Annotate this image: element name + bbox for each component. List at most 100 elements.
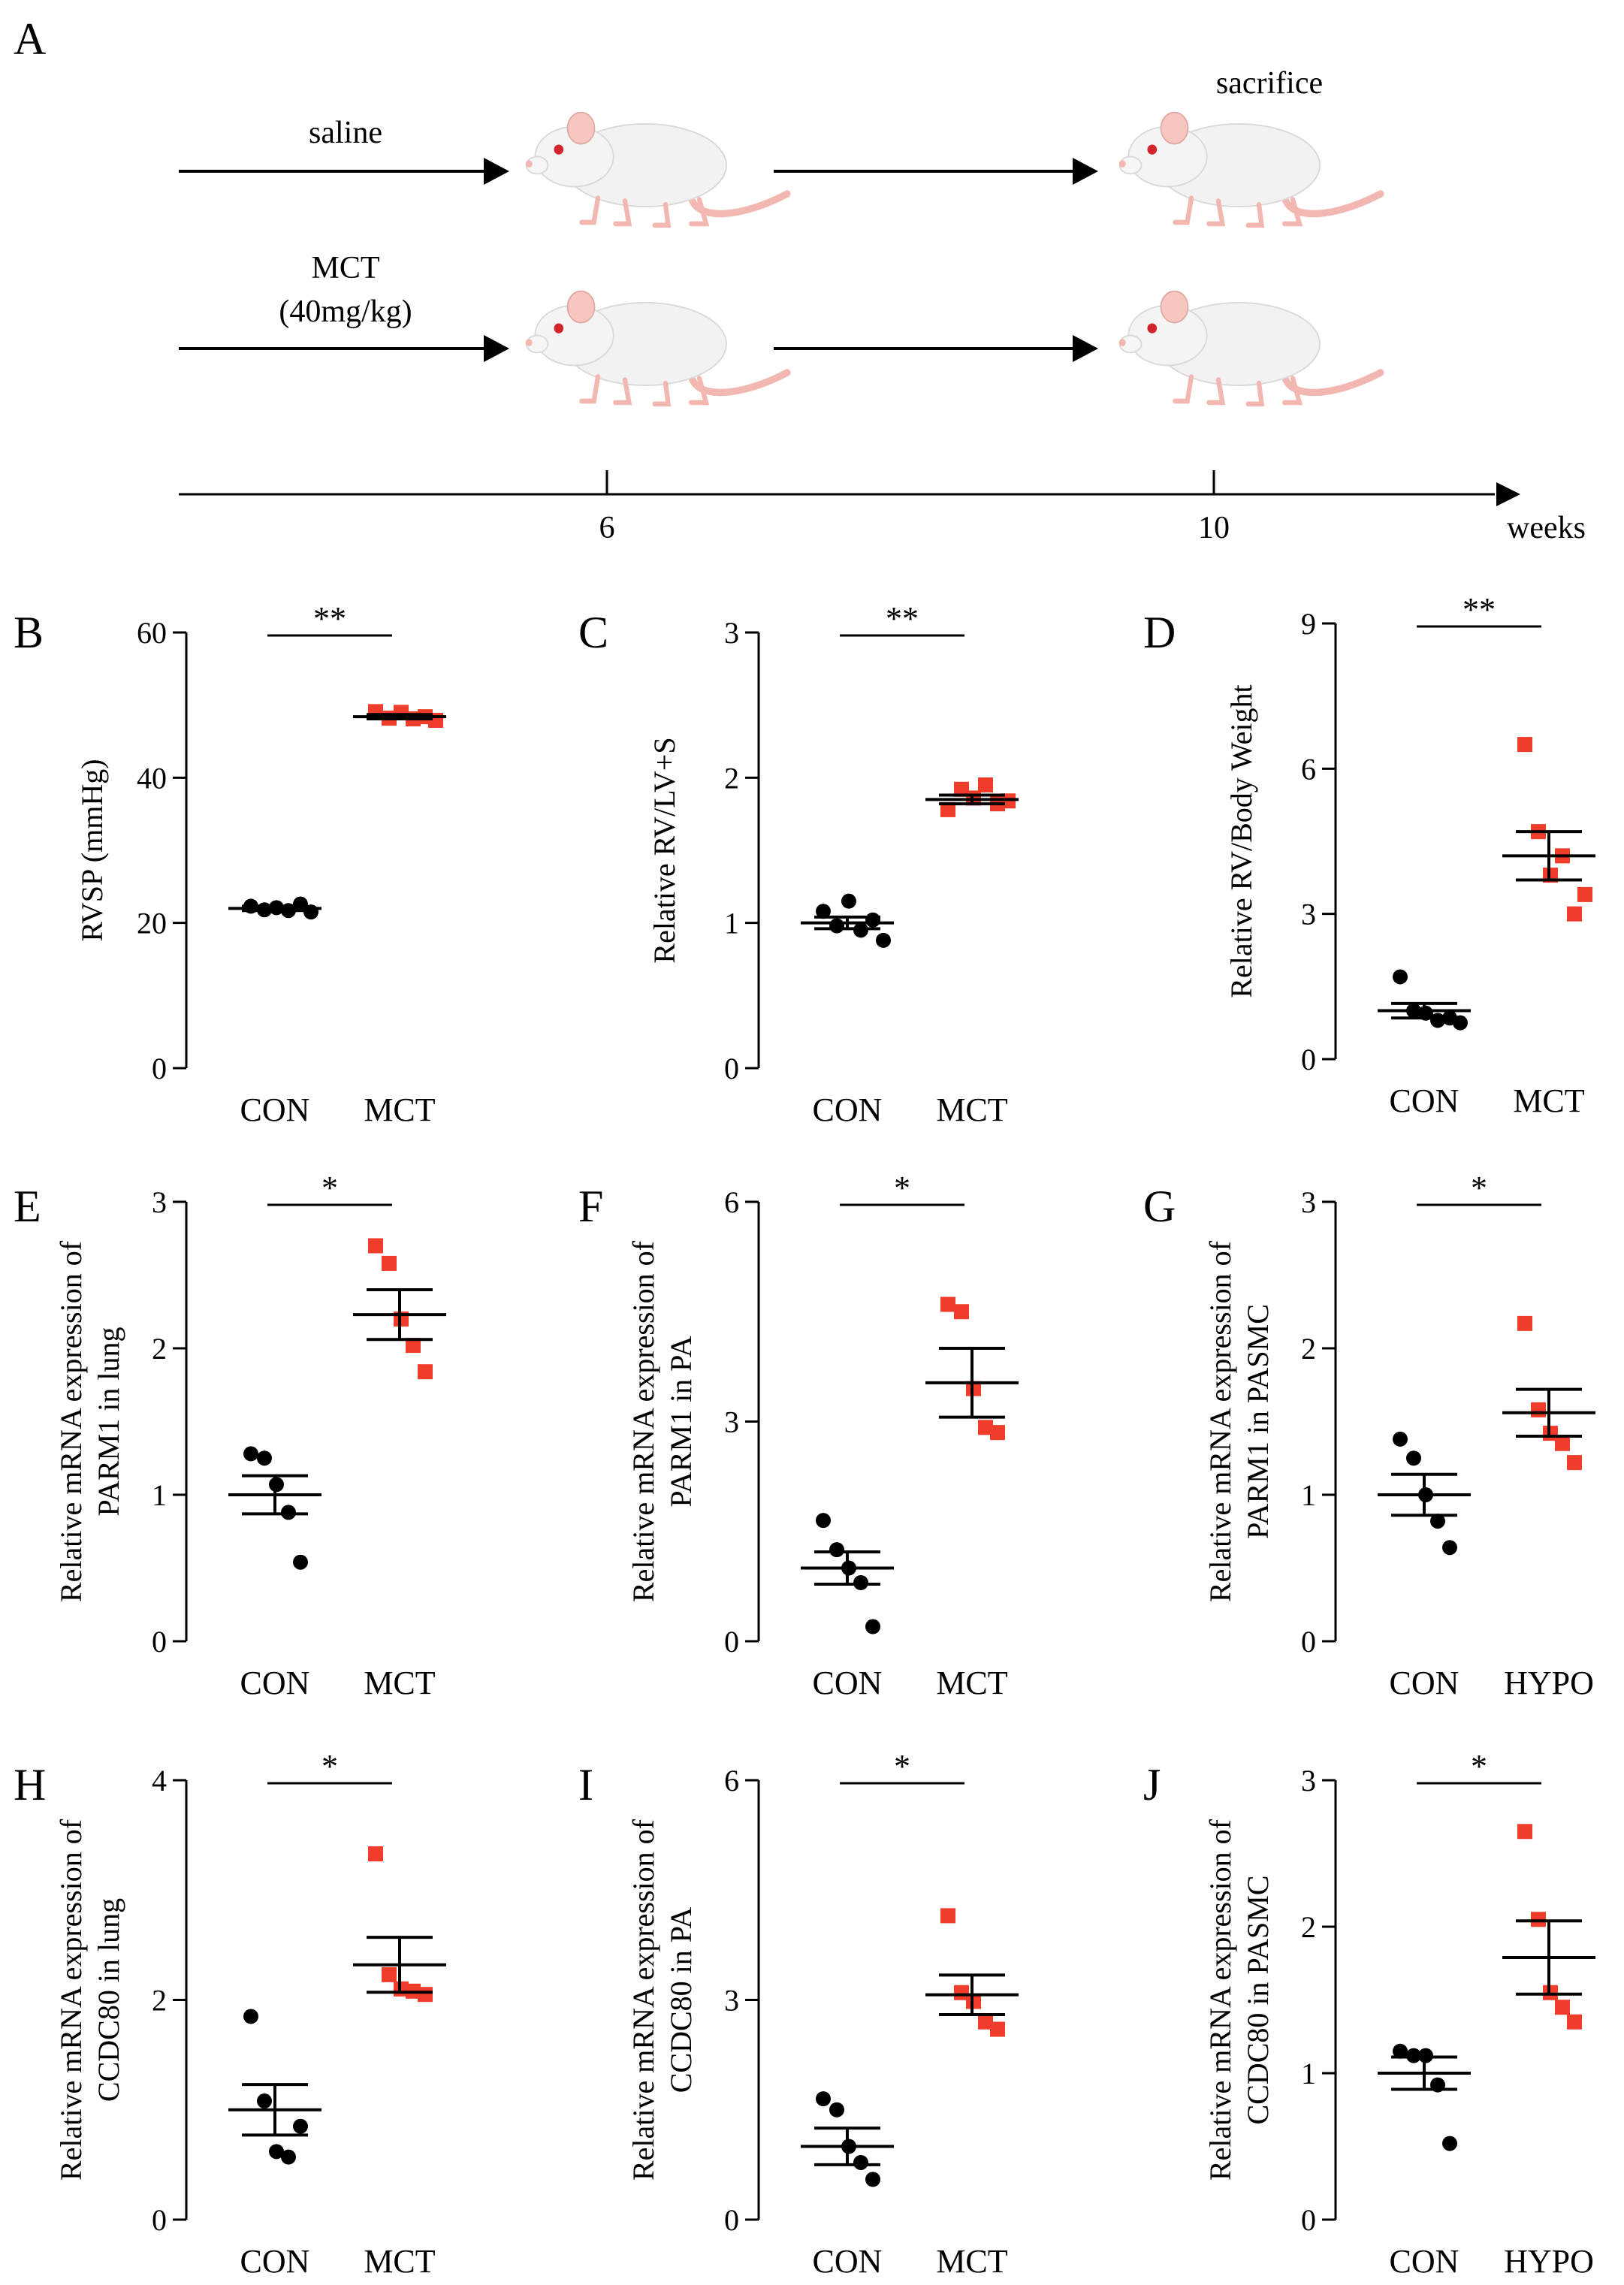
data-point-g-con [1442, 1540, 1457, 1556]
panel-f: F 0 3 6 Relative mRNA expression of PARM1 in … [578, 1170, 1019, 1701]
y-tick-label-b: 60 [137, 616, 167, 650]
panel-letter-c: C [578, 608, 608, 657]
y-tick-label-f: 0 [724, 1625, 739, 1659]
data-point-h-treated [368, 1846, 383, 1861]
panel-letter-j: J [1143, 1760, 1161, 1810]
x-category-label-j: CON [1390, 2243, 1459, 2280]
significance-marker-f: * [894, 1170, 910, 1206]
data-point-c-con [865, 912, 880, 928]
panel-c: C 0 1 2 3 Relative RV/LV+S CON MCT ** [578, 600, 1019, 1128]
x-category-label-b: CON [240, 1091, 310, 1128]
data-point-d-treated [1517, 737, 1532, 753]
data-point-e-treated [418, 1364, 433, 1380]
data-point-f-con [829, 1542, 844, 1558]
y-tick-label-e: 2 [152, 1332, 167, 1366]
panel-letter-e: E [14, 1182, 41, 1231]
x-category-label-d: CON [1390, 1082, 1459, 1119]
data-point-h-con [257, 2093, 272, 2109]
y-axis-label-b: RVSP (mmHg) [75, 759, 109, 941]
data-point-j-con [1442, 2136, 1457, 2151]
data-point-h-con [243, 2009, 258, 2024]
timeline-unit-label: weeks [1507, 511, 1586, 545]
saline-label: saline [309, 116, 382, 150]
data-point-d-treated [1567, 906, 1582, 922]
saline-arrow-1 [179, 158, 509, 185]
data-point-g-treated [1531, 1402, 1546, 1417]
data-point-i-treated [978, 2014, 993, 2030]
y-tick-label-b: 40 [137, 761, 167, 795]
y-axis-label-d: Relative RV/Body Weight [1224, 684, 1258, 998]
rat-icon-mct-10wk [1119, 291, 1381, 404]
data-point-i-con [853, 2154, 868, 2170]
y-axis-label-i: Relative mRNA expression of [626, 1819, 660, 2181]
x-category-label-h: MCT [364, 2243, 435, 2280]
data-point-e-treated [368, 1238, 383, 1254]
rat-icon-mct-6wk [526, 291, 787, 404]
y-tick-label-d: 6 [1301, 752, 1316, 786]
x-category-label-e: MCT [364, 1665, 435, 1701]
data-point-j-treated [1567, 2014, 1582, 2030]
data-point-e-con [243, 1446, 258, 1462]
panel-b: B 0 20 40 60 RVSP (mmHg) CON MCT ** [14, 600, 446, 1128]
data-point-g-con [1393, 1431, 1408, 1447]
data-point-j-con [1393, 2043, 1408, 2059]
y-tick-label-d: 0 [1301, 1043, 1316, 1076]
y-tick-label-b: 0 [152, 1052, 167, 1085]
panel-j: J 0 1 2 3 Relative mRNA expression of CCDC80 i… [1143, 1748, 1595, 2280]
y-tick-label-i: 6 [724, 1764, 739, 1798]
x-category-label-j: HYPO [1504, 2243, 1594, 2280]
x-category-label-i: CON [813, 2243, 883, 2280]
y-axis-label-c: Relative RV/LV+S [647, 737, 681, 963]
data-point-f-treated [940, 1296, 955, 1312]
x-category-label-i: MCT [936, 2243, 1007, 2280]
y-tick-label-j: 3 [1301, 1764, 1316, 1798]
data-point-c-con [816, 904, 831, 919]
y-tick-label-h: 0 [152, 2203, 167, 2237]
x-category-label-f: MCT [936, 1665, 1007, 1701]
y-tick-label-g: 0 [1301, 1625, 1316, 1659]
y-axis-label-h: Relative mRNA expression of [54, 1819, 88, 2181]
data-point-d-con [1393, 969, 1408, 985]
x-category-label-g: HYPO [1504, 1665, 1594, 1701]
data-point-g-con [1406, 1450, 1421, 1466]
data-point-g-con [1430, 1514, 1445, 1529]
data-point-h-con [293, 2118, 308, 2134]
timeline-axis [179, 470, 1520, 506]
data-point-c-treated [954, 781, 969, 797]
y-tick-label-i: 3 [724, 1984, 739, 2018]
data-point-j-treated [1555, 2000, 1570, 2015]
significance-marker-g: * [1471, 1170, 1487, 1206]
data-point-c-con [829, 918, 844, 934]
rat-icon-saline-6wk [526, 113, 787, 225]
y-tick-label-c: 3 [724, 616, 739, 650]
significance-marker-h: * [321, 1748, 338, 1785]
y-axis-label-e: PARM1 in lung [92, 1327, 125, 1517]
panel-h: H 0 2 4 Relative mRNA expression of CCDC80 in… [14, 1748, 446, 2280]
data-point-j-treated [1517, 1824, 1532, 1840]
y-axis-label-i: CCDC80 in PA [664, 1907, 698, 2093]
data-point-f-treated [954, 1304, 969, 1320]
timeline-panel: A saline sacrifice MCT (40mg/kg) [14, 14, 1586, 545]
data-point-g-treated [1517, 1315, 1532, 1331]
y-tick-label-c: 2 [724, 761, 739, 795]
y-axis-label-j: CCDC80 in PASMC [1241, 1876, 1275, 2125]
rat-icon-saline-10wk [1119, 113, 1381, 225]
panel-letter-b: B [14, 608, 44, 657]
x-category-label-d: MCT [1513, 1082, 1584, 1119]
y-tick-label-e: 1 [152, 1478, 167, 1512]
y-tick-label-f: 3 [724, 1405, 739, 1439]
y-axis-label-g: PARM1 in PASMC [1241, 1304, 1275, 1539]
data-point-h-con [281, 2149, 296, 2165]
y-tick-label-f: 6 [724, 1185, 739, 1219]
data-point-i-con [829, 2102, 844, 2117]
mct-arrow-2 [774, 335, 1098, 362]
y-tick-label-e: 3 [152, 1185, 167, 1219]
data-point-f-treated [978, 1420, 993, 1435]
y-tick-label-h: 2 [152, 1984, 167, 2018]
y-tick-label-h: 4 [152, 1764, 167, 1798]
mct-dose-label-line2: (40mg/kg) [279, 294, 412, 329]
data-point-i-con [865, 2172, 880, 2187]
x-category-label-c: CON [813, 1091, 883, 1128]
y-tick-label-g: 2 [1301, 1332, 1316, 1366]
